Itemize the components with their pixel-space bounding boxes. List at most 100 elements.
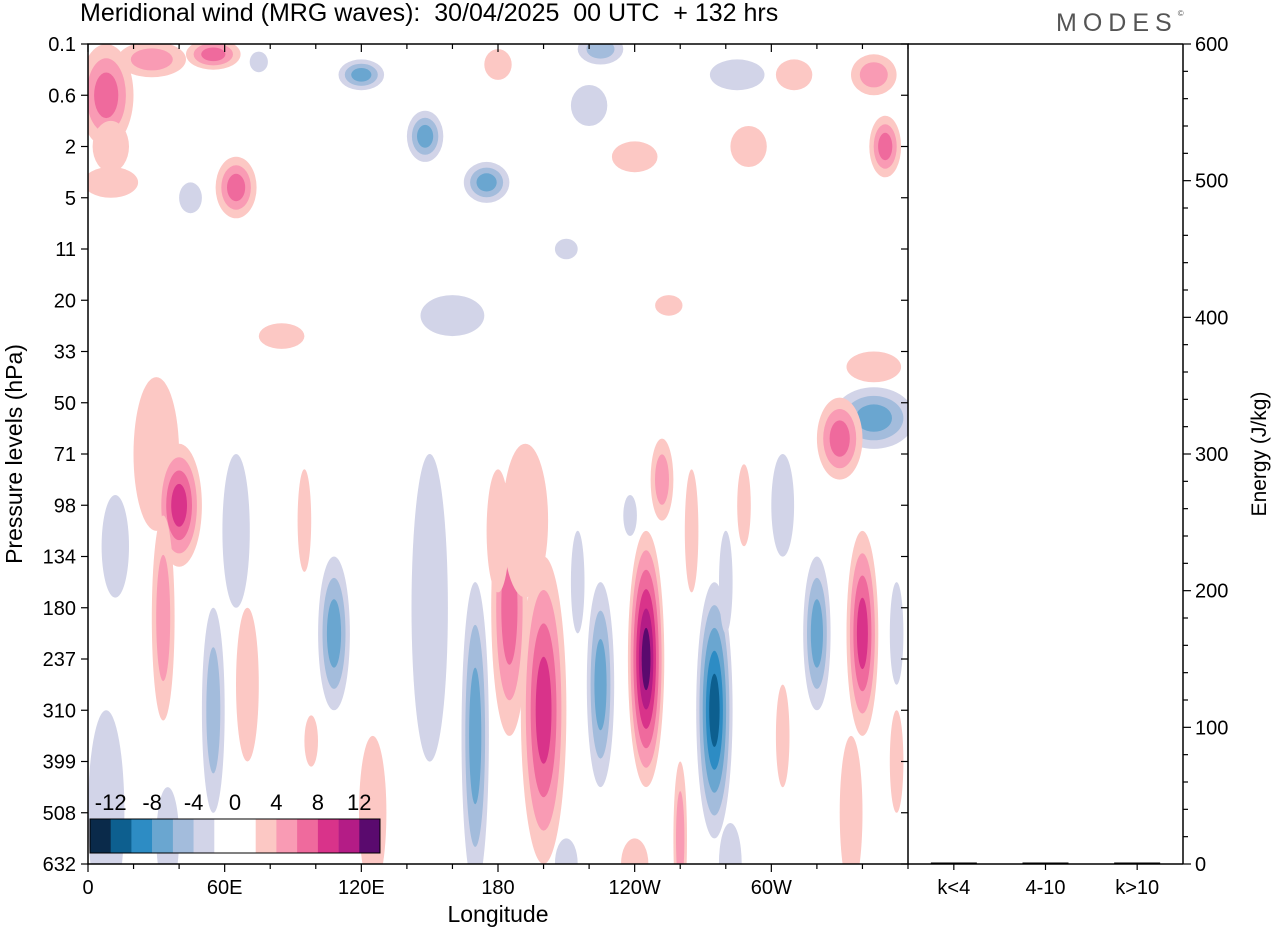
contour-band	[351, 68, 372, 82]
contour-band	[846, 351, 902, 383]
colorbar: -12 -8 -4 0 4 8 12	[89, 790, 381, 854]
contour-feature	[179, 182, 202, 214]
contour-band	[855, 404, 892, 432]
colorbar-swatch	[131, 819, 153, 853]
x-tick-label: 60W	[751, 877, 792, 899]
x-tick-label: 120W	[609, 877, 661, 899]
colorbar-label: -4	[184, 790, 204, 815]
colorbar-swatch	[172, 819, 194, 853]
colorbar-label: 4	[270, 790, 282, 815]
contour-feature	[117, 44, 186, 78]
contour-band	[469, 667, 482, 805]
contour-feature	[304, 715, 319, 767]
contour-feature	[673, 761, 687, 864]
energy-tick-label: 400	[1195, 307, 1228, 329]
contour-band	[839, 735, 863, 864]
contour-feature	[621, 838, 649, 864]
contour-band	[889, 710, 904, 813]
contour-band	[179, 182, 202, 214]
contour-feature	[775, 59, 813, 91]
contour-feature	[258, 323, 305, 349]
contour-feature	[851, 54, 897, 96]
contour-band	[206, 647, 221, 774]
x-tick-label: 180	[481, 877, 514, 899]
contour-band	[94, 72, 119, 119]
contour-band	[709, 59, 765, 91]
left-axes: 0.1 0.6 2 5 11 20 33 50 71 98 134 180 237 310 399 508 63…	[1, 34, 909, 927]
contour-feature	[463, 161, 510, 203]
colorbar-swatch	[359, 819, 381, 853]
brand-mark: ©	[1177, 9, 1184, 18]
colorbar-swatch	[235, 819, 256, 853]
colorbar-label: 8	[312, 790, 324, 815]
contour-feature	[570, 85, 608, 126]
y-tick-label: 11	[55, 239, 76, 261]
contour-feature	[101, 495, 129, 598]
contour-feature	[88, 44, 134, 147]
contour-feature	[577, 44, 624, 65]
contour-feature	[611, 141, 658, 173]
colorbar-swatch	[110, 819, 132, 853]
energy-tick-label: 0	[1195, 854, 1206, 876]
contour-band	[878, 132, 893, 161]
contour-band	[570, 530, 585, 634]
contour-feature	[737, 464, 751, 547]
colorbar-label: 12	[347, 790, 371, 815]
y-tick-label: 508	[43, 803, 76, 825]
contour-band	[484, 49, 512, 80]
y-tick-label: 0.1	[48, 34, 76, 56]
y-tick-label: 399	[43, 752, 76, 774]
contour-band	[420, 295, 485, 337]
energy-tick-label: 100	[1195, 717, 1228, 739]
contour-feature	[520, 556, 567, 864]
contour-feature	[846, 351, 902, 383]
contour-feature	[816, 397, 863, 480]
contour-feature	[586, 582, 615, 788]
contour-band	[417, 124, 434, 148]
contour-band	[594, 639, 607, 731]
contour-band	[859, 62, 888, 88]
contour-feature	[869, 115, 902, 178]
contour-band	[227, 173, 246, 202]
energy-category-label: 4-10	[1025, 877, 1065, 899]
contour-band	[611, 141, 658, 173]
contour-band	[771, 454, 795, 557]
contour-band	[775, 59, 813, 91]
brand-logo: MODES©	[1056, 9, 1184, 38]
contour-feature	[771, 454, 795, 557]
energy-tick-label: 500	[1195, 171, 1228, 193]
energy-bar	[1114, 862, 1161, 864]
contour-band	[554, 238, 578, 260]
contour-band	[829, 420, 850, 457]
contour-band	[621, 838, 649, 864]
contour-feature	[627, 530, 665, 788]
contour-band	[775, 684, 790, 788]
chart-title: Meridional wind (MRG waves): 30/04/2025 …	[80, 0, 779, 27]
contour-feature	[420, 295, 485, 337]
contour-band	[156, 554, 171, 682]
contour-band	[655, 295, 683, 316]
y-tick-label: 632	[43, 854, 76, 876]
contour-feature	[696, 582, 733, 839]
contour-feature	[684, 469, 699, 593]
contour-band	[719, 530, 733, 634]
energy-axis-label: Energy (J/kg)	[1248, 392, 1271, 517]
contour-feature	[775, 684, 790, 788]
contour-band	[655, 454, 669, 505]
brand-name: MODES	[1056, 9, 1178, 37]
colorbar-swatch	[255, 819, 277, 853]
contour-feature	[236, 607, 259, 762]
contour-feature	[92, 120, 129, 173]
contour-feature	[730, 126, 767, 167]
colorbar-swatch	[338, 819, 360, 853]
contour-feature	[318, 556, 350, 711]
contour-band	[130, 48, 173, 71]
energy-bar	[1022, 862, 1069, 864]
energy-tick-label: 600	[1195, 34, 1228, 56]
contour-feature	[889, 582, 904, 685]
y-tick-label: 33	[54, 342, 76, 364]
y-tick-label: 0.6	[48, 85, 76, 107]
y-tick-label: 2	[65, 137, 76, 159]
contour-feature	[650, 438, 674, 521]
colorbar-swatch	[152, 819, 174, 853]
